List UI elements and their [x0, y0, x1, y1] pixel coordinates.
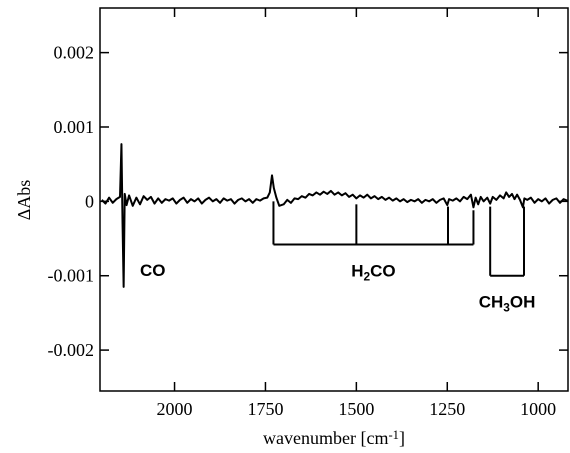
plot-frame — [99, 7, 569, 392]
x-tick-label: 1000 — [520, 399, 556, 419]
y-tick-label: -0.002 — [48, 340, 95, 360]
y-tick-label: 0.001 — [54, 117, 95, 137]
label-part: ] — [399, 428, 405, 448]
co-label: CO — [140, 261, 166, 280]
label-part: 2 — [364, 269, 371, 283]
label-part: -1 — [388, 428, 399, 442]
y-tick-label: 0 — [85, 191, 94, 211]
label-part: CH — [479, 293, 504, 312]
label-part: wavenumber [cm — [263, 428, 388, 448]
label-part: OH — [510, 293, 536, 312]
bracket-label: CH3OH — [479, 293, 536, 315]
label-part: 3 — [503, 300, 510, 314]
spectrum-line — [101, 143, 568, 288]
label-part: CO — [370, 261, 396, 280]
y-axis-label: ΔAbs — [14, 180, 34, 221]
x-tick-label: 1250 — [429, 399, 465, 419]
bracket-label: H2CO — [351, 261, 395, 283]
x-tick-label: 1750 — [247, 399, 283, 419]
y-tick-label: -0.001 — [48, 266, 95, 286]
label-part: H — [351, 261, 363, 280]
x-tick-label: 2000 — [157, 399, 193, 419]
y-tick-label: 0.002 — [54, 43, 95, 63]
x-tick-label: 1500 — [338, 399, 374, 419]
x-axis-label: wavenumber [cm-1] — [263, 428, 405, 448]
